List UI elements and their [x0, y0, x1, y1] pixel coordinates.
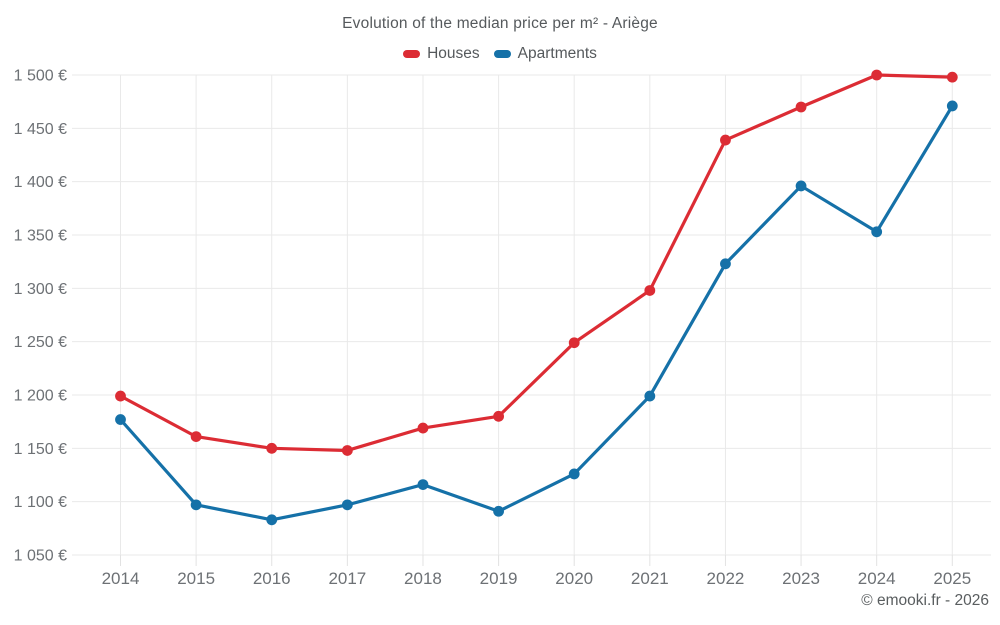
data-point-houses[interactable]: [493, 410, 504, 422]
data-point-houses[interactable]: [946, 71, 958, 83]
y-axis-tick-label: 1 250 €: [14, 334, 67, 351]
data-point-apartments[interactable]: [644, 390, 656, 402]
y-axis-tick-label: 1 400 €: [14, 174, 67, 191]
legend-item-houses[interactable]: Houses: [403, 45, 480, 63]
data-point-houses[interactable]: [341, 445, 353, 456]
x-axis-tick-label: 2017: [328, 569, 366, 588]
data-point-houses[interactable]: [266, 442, 278, 454]
data-point-houses[interactable]: [115, 390, 126, 402]
footer-credit: © emooki.fr - 2026: [861, 592, 989, 609]
x-axis-tick-label: 2020: [555, 569, 593, 588]
data-point-houses[interactable]: [568, 337, 580, 349]
data-point-houses[interactable]: [417, 422, 429, 434]
data-point-houses[interactable]: [720, 134, 731, 146]
data-point-apartments[interactable]: [871, 226, 883, 238]
data-point-houses[interactable]: [190, 431, 202, 442]
legend-label-houses: Houses: [427, 45, 480, 62]
x-axis-tick-label: 2018: [404, 569, 442, 588]
data-point-houses[interactable]: [795, 101, 807, 113]
data-point-apartments[interactable]: [115, 414, 126, 425]
data-point-apartments[interactable]: [341, 499, 353, 511]
series-line-houses: [118, 73, 954, 453]
legend-item-apartments[interactable]: Apartments: [493, 45, 597, 63]
legend: Houses Apartments: [0, 45, 1000, 63]
series-line-apartments: [118, 104, 954, 522]
data-point-houses[interactable]: [871, 69, 883, 81]
apartments-series-swatch-icon: [493, 50, 511, 58]
x-axis-tick-label: 2016: [253, 569, 291, 588]
y-axis-tick-label: 1 500 €: [14, 68, 67, 85]
x-axis-tick-label: 2025: [933, 569, 971, 588]
legend-label-apartments: Apartments: [517, 45, 597, 62]
y-axis-tick-label: 1 050 €: [14, 548, 67, 565]
x-axis-tick-label: 2024: [858, 569, 896, 588]
data-point-apartments[interactable]: [190, 499, 202, 511]
x-axis-tick-label: 2021: [631, 569, 669, 588]
houses-series-swatch-icon: [403, 50, 421, 58]
y-axis-tick-label: 1 100 €: [14, 494, 67, 511]
y-axis-tick-label: 1 350 €: [14, 228, 67, 245]
data-point-apartments[interactable]: [417, 479, 429, 490]
y-axis-tick-label: 1 150 €: [14, 441, 67, 458]
x-axis-tick-label: 2015: [177, 569, 215, 588]
y-axis-tick-label: 1 450 €: [14, 121, 67, 138]
x-axis-tick-label: 2014: [102, 569, 140, 588]
data-point-apartments[interactable]: [795, 180, 807, 192]
data-point-apartments[interactable]: [493, 505, 504, 517]
x-axis-tick-label: 2023: [782, 569, 820, 588]
data-point-houses[interactable]: [644, 285, 656, 296]
chart-title: Evolution of the median price per m² - A…: [342, 15, 658, 32]
y-axis-tick-label: 1 300 €: [14, 281, 67, 298]
data-point-apartments[interactable]: [568, 468, 580, 480]
data-point-apartments[interactable]: [266, 514, 278, 526]
y-axis-tick-label: 1 200 €: [14, 388, 67, 405]
data-point-apartments[interactable]: [720, 258, 731, 270]
x-axis-tick-label: 2019: [480, 569, 518, 588]
data-point-apartments[interactable]: [946, 100, 958, 112]
x-axis-tick-label: 2022: [707, 569, 745, 588]
